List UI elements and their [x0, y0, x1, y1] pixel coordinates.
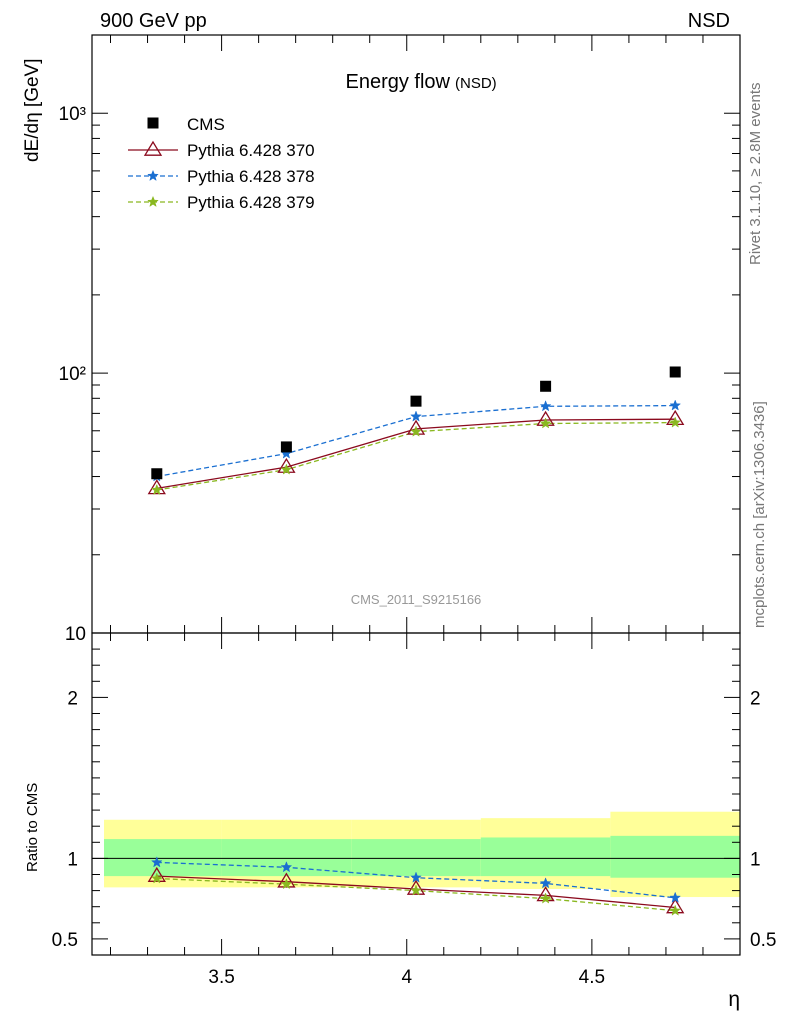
- y-tick-label: 10: [65, 624, 86, 645]
- legend-label-data: CMS: [187, 115, 225, 134]
- ratio-series-point-0: [277, 872, 296, 888]
- series-point-2: [669, 416, 682, 428]
- ratio-tick-label-right: 1: [750, 849, 761, 870]
- series-point-2: [150, 483, 163, 496]
- data-point: [410, 395, 422, 407]
- ratio-series-point-2: [539, 892, 552, 904]
- legend: CMS Pythia 6.428 370 Pythia 6.428 378 Pythi…: [128, 115, 315, 212]
- x-tick-label: 3.5: [208, 967, 234, 988]
- ratio-series-point-1: [410, 871, 422, 883]
- ratio-tick-label-right: 2: [750, 688, 761, 709]
- ratio-series-point-2: [669, 904, 682, 916]
- ratio-panel: 0.5 0.5 1 1 2 2 3.5 4 4.5: [52, 632, 776, 988]
- legend-marker-1: [147, 169, 159, 181]
- ratio-series-point-2: [410, 884, 422, 896]
- ratio-series-point-0: [147, 866, 166, 882]
- rivet-text: Rivet 3.1.10, ≥ 2.8M events: [747, 83, 764, 266]
- band-inner: [351, 839, 481, 877]
- series-point-1: [410, 410, 422, 422]
- x-axis-label: η: [728, 988, 740, 1011]
- legend-marker-data: [147, 117, 159, 129]
- legend-marker-0: [143, 140, 163, 156]
- ratio-tick-label-left: 1: [67, 849, 78, 870]
- series-point-2: [280, 463, 293, 475]
- data-point: [151, 468, 163, 480]
- chart-subtitle: (NSD): [455, 75, 497, 92]
- ratio-y-axis-label: Ratio to CMS: [24, 783, 41, 872]
- legend-label-0: Pythia 6.428 370: [187, 141, 315, 160]
- ratio-tick-label-right: 0.5: [750, 930, 776, 951]
- watermark: CMS_2011_S9215166: [351, 592, 482, 607]
- header-right: NSD: [688, 10, 730, 32]
- band-inner: [480, 837, 611, 877]
- ratio-frame: [91, 632, 741, 956]
- ratio-series-point-1: [669, 891, 682, 903]
- main-panel: 10 10² 10³: [59, 34, 741, 645]
- ratio-series-point-1: [280, 861, 293, 873]
- mcplots-text: mcplots.cern.ch [arXiv:1306.3436]: [751, 401, 768, 628]
- data-point: [540, 380, 552, 392]
- y-axis-label: dE/dη [GeV]: [22, 58, 43, 162]
- series-point-1: [539, 400, 552, 412]
- data-point: [669, 366, 681, 378]
- header-left: 900 GeV pp: [100, 10, 207, 32]
- band-inner: [221, 839, 352, 877]
- ratio-series-point-2: [150, 872, 163, 884]
- ratio-series-point-0: [406, 879, 426, 895]
- legend-marker-2: [147, 195, 159, 207]
- series-point-1: [669, 399, 682, 411]
- x-tick-label: 4.5: [579, 967, 605, 988]
- ratio-tick-label-left: 2: [67, 688, 78, 709]
- series-point-0: [147, 479, 166, 495]
- series-point-2: [410, 425, 422, 437]
- ratio-series-point-1: [539, 877, 552, 889]
- x-tick-label: 4: [401, 967, 412, 988]
- y-tick-label: 10²: [59, 364, 86, 385]
- band-inner: [610, 835, 740, 878]
- data-point: [280, 441, 292, 453]
- ratio-tick-label-left: 0.5: [52, 930, 78, 951]
- ratio-series-point-2: [280, 878, 293, 890]
- legend-label-2: Pythia 6.428 379: [187, 193, 315, 212]
- chart-title: Energy flow: [346, 71, 451, 93]
- ratio-series-point-1: [150, 856, 163, 868]
- y-tick-label: 10³: [59, 104, 86, 125]
- band-inner: [104, 839, 222, 877]
- legend-label-1: Pythia 6.428 378: [187, 167, 315, 186]
- series-point-2: [539, 417, 552, 429]
